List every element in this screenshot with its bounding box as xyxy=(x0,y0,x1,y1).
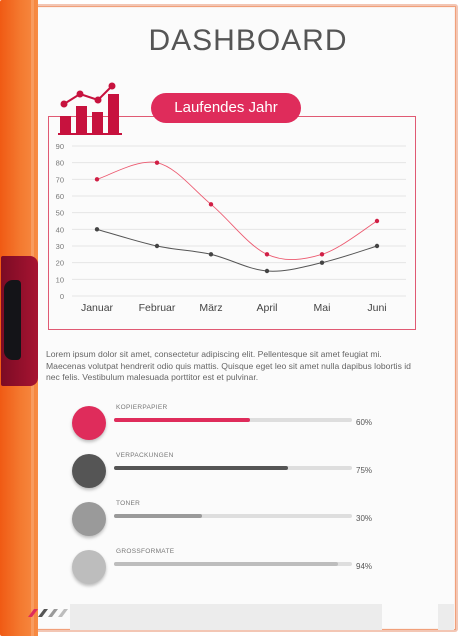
series-line-1 xyxy=(96,161,378,260)
progress-fill xyxy=(114,466,288,470)
data-point xyxy=(374,218,380,224)
stat-circle-icon xyxy=(72,502,106,536)
x-tick-label: März xyxy=(199,302,222,314)
data-point xyxy=(94,227,100,232)
stat-row: VERPACKUNGEN 75% xyxy=(70,452,380,492)
stat-percent: 60% xyxy=(356,418,373,427)
line-chart: 0 10 20 30 40 50 60 70 80 90 Januar Februar März Apri… xyxy=(56,142,406,314)
y-tick-label: 0 xyxy=(60,292,64,301)
y-tick-label: 80 xyxy=(56,159,64,168)
y-tick-label: 50 xyxy=(56,209,64,218)
data-point xyxy=(374,243,380,249)
data-point xyxy=(319,252,325,257)
x-tick-label: Mai xyxy=(314,302,331,314)
y-tick-label: 90 xyxy=(56,142,64,151)
stat-label: TONER xyxy=(116,500,141,507)
data-point xyxy=(154,160,160,165)
data-point xyxy=(154,243,160,249)
data-point xyxy=(94,177,100,182)
data-point xyxy=(319,260,325,265)
stat-percent: 94% xyxy=(356,562,373,571)
clip-slot xyxy=(4,280,21,360)
data-point xyxy=(264,268,270,274)
stat-label: GROSSFORMATE xyxy=(116,548,175,555)
stat-row: GROSSFORMATE 94% xyxy=(70,548,380,588)
stat-percent: 75% xyxy=(356,466,373,475)
y-tick-label: 40 xyxy=(56,225,64,234)
y-tick-label: 10 xyxy=(56,275,64,284)
folder-clip[interactable] xyxy=(1,256,38,386)
progress-fill xyxy=(114,514,203,518)
period-pill[interactable]: Laufendes Jahr xyxy=(151,93,301,123)
series-line-2 xyxy=(96,228,378,272)
x-tick-label: April xyxy=(256,302,277,314)
page-title: DASHBOARD xyxy=(148,24,348,57)
data-point xyxy=(208,252,214,257)
footer-bar xyxy=(70,604,382,630)
y-tick-label: 30 xyxy=(56,242,64,251)
stat-label: KOPIERPAPIER xyxy=(116,404,168,411)
progress-track xyxy=(114,418,352,422)
x-tick-label: Februar xyxy=(139,302,176,314)
stat-circle-icon xyxy=(72,454,106,488)
pencils-icon xyxy=(28,609,68,617)
stat-circle-icon xyxy=(72,550,106,584)
progress-track xyxy=(114,514,352,518)
stat-row: TONER 30% xyxy=(70,500,380,540)
footer-tab xyxy=(438,604,454,630)
y-tick-label: 70 xyxy=(56,175,64,184)
progress-track xyxy=(114,466,352,470)
stat-row: KOPIERPAPIER 60% xyxy=(70,404,380,444)
progress-track xyxy=(114,562,352,566)
y-tick-label: 60 xyxy=(56,192,64,201)
stat-circle-icon xyxy=(72,406,106,440)
data-point xyxy=(208,202,214,207)
y-tick-label: 20 xyxy=(56,259,64,268)
progress-fill xyxy=(114,418,250,422)
stat-percent: 30% xyxy=(356,514,373,523)
x-tick-label: Januar xyxy=(81,302,114,314)
data-point xyxy=(264,252,270,257)
stat-label: VERPACKUNGEN xyxy=(116,452,174,459)
description-text: Lorem ipsum dolor sit amet, consectetur … xyxy=(46,349,411,382)
x-tick-label: Juni xyxy=(367,302,386,314)
bar-chart-logo-icon xyxy=(58,82,122,135)
progress-fill xyxy=(114,562,338,566)
